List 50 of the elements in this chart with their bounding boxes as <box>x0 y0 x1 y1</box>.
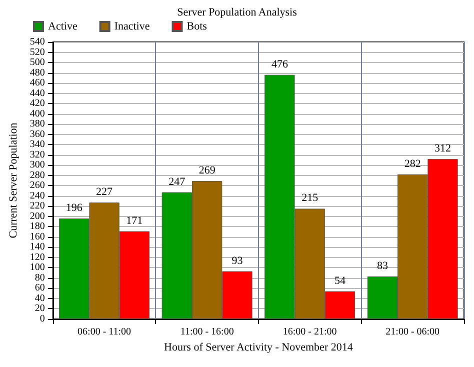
x-axis-title: Hours of Server Activity - November 2014 <box>164 341 354 354</box>
y-tick-label: 0 <box>40 314 45 324</box>
y-tick-label: 60 <box>34 282 45 294</box>
y-tick-label: 280 <box>30 170 45 181</box>
data-label: 54 <box>334 274 346 287</box>
y-tick-label: 320 <box>30 149 45 160</box>
legend-label: Inactive <box>114 20 150 32</box>
data-label: 196 <box>66 202 83 214</box>
chart-title: Server Population Analysis <box>177 6 297 18</box>
y-tick-label: 360 <box>30 128 45 140</box>
data-label: 476 <box>271 58 288 70</box>
y-tick-label: 480 <box>30 67 45 78</box>
y-tick-label: 500 <box>30 57 45 68</box>
y-tick-label: 380 <box>30 118 45 130</box>
y-tick-label: 540 <box>30 36 45 48</box>
y-tick-label: 240 <box>30 190 45 202</box>
data-label: 83 <box>376 260 388 272</box>
legend-label: Active <box>48 20 78 32</box>
y-tick-label: 460 <box>30 78 45 89</box>
data-label: 312 <box>434 142 452 154</box>
y-tick-label: 220 <box>30 200 45 212</box>
legend-label: Bots <box>186 20 207 32</box>
data-label: 227 <box>96 186 114 198</box>
y-tick-label: 300 <box>30 160 45 171</box>
data-label: 215 <box>302 192 319 204</box>
x-tick-label: 21:00 - 06:00 <box>386 326 440 338</box>
data-label: 269 <box>198 164 216 177</box>
y-tick-label: 40 <box>34 292 45 304</box>
y-tick-label: 200 <box>30 210 45 222</box>
y-tick-label: 340 <box>30 139 45 150</box>
y-tick-label: 420 <box>30 98 45 110</box>
y-axis-title: Current Server Population <box>8 122 20 238</box>
data-label: 282 <box>404 158 421 170</box>
data-label: 247 <box>168 176 186 188</box>
y-tick-label: 140 <box>30 242 45 253</box>
x-tick-label: 11:00 - 16:00 <box>180 326 234 338</box>
y-tick-label: 120 <box>30 252 45 263</box>
y-tick-label: 20 <box>34 303 45 314</box>
y-tick-label: 260 <box>30 180 45 192</box>
y-tick-label: 160 <box>30 231 45 242</box>
y-tick-label: 440 <box>30 88 45 99</box>
x-tick-label: 16:00 - 21:00 <box>282 326 337 338</box>
y-tick-label: 400 <box>30 108 45 120</box>
y-tick-label: 520 <box>30 46 45 58</box>
y-tick-label: 100 <box>30 262 45 274</box>
data-label: 171 <box>126 214 143 227</box>
y-tick-label: 180 <box>30 221 45 232</box>
x-tick-label: 06:00 - 11:00 <box>78 326 132 338</box>
y-tick-label: 80 <box>34 272 45 284</box>
data-label: 93 <box>232 254 244 267</box>
